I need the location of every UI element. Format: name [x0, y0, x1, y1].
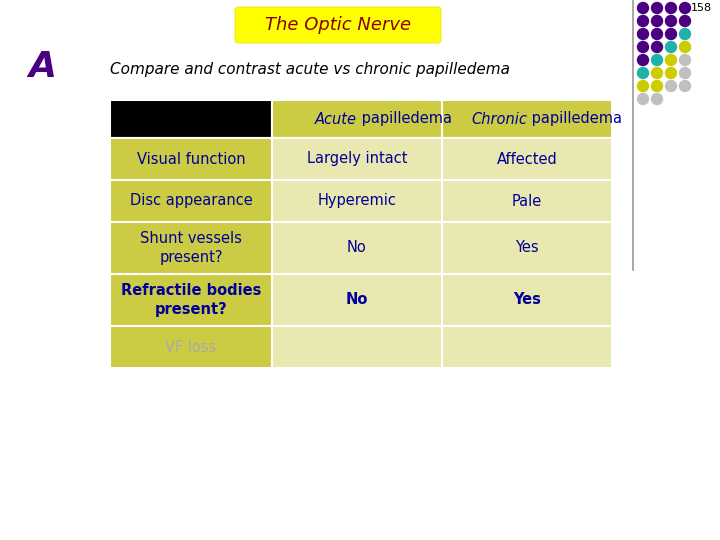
Bar — [272, 326, 442, 368]
Circle shape — [652, 42, 662, 52]
Bar — [272, 100, 442, 138]
Circle shape — [680, 42, 690, 52]
Text: Disc appearance: Disc appearance — [130, 193, 253, 208]
Circle shape — [680, 55, 690, 65]
Text: papilledema: papilledema — [357, 111, 452, 126]
Bar — [442, 180, 612, 222]
Bar — [272, 274, 442, 326]
Text: Yes: Yes — [516, 240, 539, 255]
Circle shape — [680, 16, 690, 26]
Text: Yes: Yes — [513, 293, 541, 307]
Text: Visual function: Visual function — [137, 152, 246, 166]
Circle shape — [637, 55, 649, 65]
Bar — [110, 100, 272, 138]
Circle shape — [665, 3, 677, 14]
Bar — [110, 274, 272, 326]
Bar — [110, 138, 272, 180]
Bar — [272, 180, 442, 222]
Circle shape — [665, 55, 677, 65]
Circle shape — [665, 29, 677, 39]
Text: Chronic: Chronic — [471, 111, 527, 126]
Bar — [110, 326, 272, 368]
Circle shape — [637, 93, 649, 105]
Text: 158: 158 — [691, 3, 712, 13]
Circle shape — [680, 3, 690, 14]
Bar — [442, 274, 612, 326]
Circle shape — [652, 55, 662, 65]
Text: Hyperemic: Hyperemic — [318, 193, 397, 208]
Circle shape — [665, 68, 677, 78]
Text: Pale: Pale — [512, 193, 542, 208]
Circle shape — [652, 80, 662, 91]
Circle shape — [637, 42, 649, 52]
Text: No: No — [346, 293, 368, 307]
Text: Acute: Acute — [315, 111, 357, 126]
Text: Largely intact: Largely intact — [307, 152, 408, 166]
Circle shape — [637, 16, 649, 26]
Circle shape — [652, 16, 662, 26]
Text: Affected: Affected — [497, 152, 557, 166]
Bar — [272, 222, 442, 274]
Circle shape — [665, 80, 677, 91]
Bar — [272, 138, 442, 180]
Circle shape — [637, 68, 649, 78]
Circle shape — [637, 80, 649, 91]
Circle shape — [665, 16, 677, 26]
Text: A: A — [28, 50, 56, 84]
Bar — [110, 222, 272, 274]
Bar — [442, 100, 612, 138]
Text: papilledema: papilledema — [527, 111, 622, 126]
Text: Compare and contrast acute vs chronic papilledema: Compare and contrast acute vs chronic pa… — [110, 62, 510, 77]
Circle shape — [680, 80, 690, 91]
Text: The Optic Nerve: The Optic Nerve — [265, 16, 411, 34]
Circle shape — [652, 68, 662, 78]
Bar — [442, 138, 612, 180]
Circle shape — [637, 3, 649, 14]
Circle shape — [652, 29, 662, 39]
Text: VF loss: VF loss — [166, 340, 217, 354]
Circle shape — [680, 68, 690, 78]
Circle shape — [665, 42, 677, 52]
Text: No: No — [347, 240, 367, 255]
FancyBboxPatch shape — [235, 7, 441, 43]
Bar — [442, 326, 612, 368]
Bar — [442, 222, 612, 274]
Circle shape — [637, 29, 649, 39]
Bar — [110, 180, 272, 222]
Circle shape — [680, 29, 690, 39]
Circle shape — [652, 3, 662, 14]
Text: Refractile bodies
present?: Refractile bodies present? — [121, 283, 261, 317]
Text: Shunt vessels
present?: Shunt vessels present? — [140, 231, 242, 265]
Circle shape — [652, 93, 662, 105]
